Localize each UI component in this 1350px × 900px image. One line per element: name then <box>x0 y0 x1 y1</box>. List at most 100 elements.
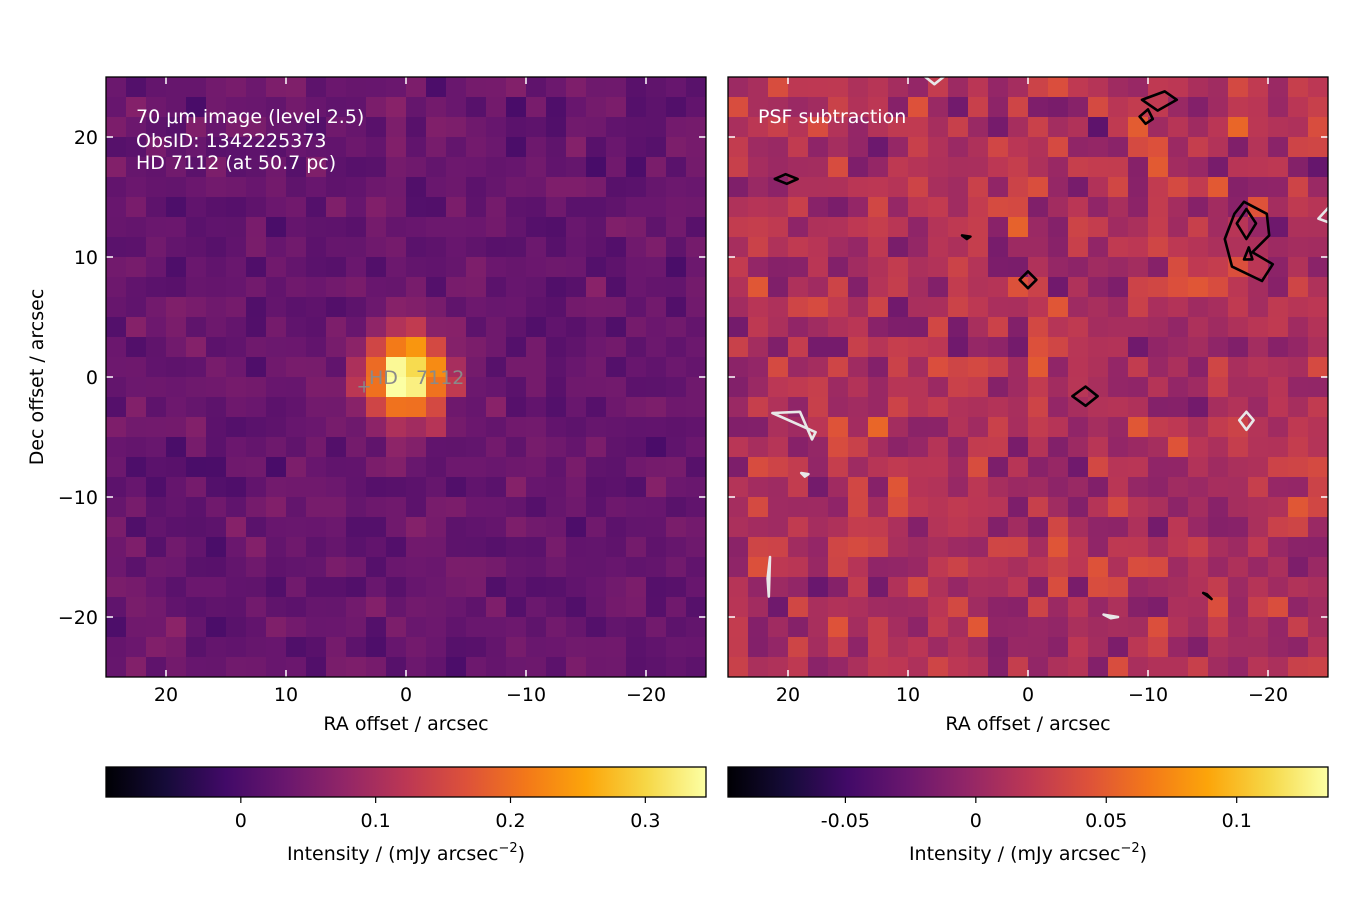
right-heatmap-cell <box>1088 617 1109 638</box>
left-heatmap-cell <box>206 417 227 438</box>
right-heatmap-cell <box>1048 497 1069 518</box>
right-panel: 20 10 0 −10 −20 PSF subtraction RA offset / … <box>727 76 1329 735</box>
right-heatmap-cell <box>1088 597 1109 618</box>
left-heatmap-cell <box>506 457 527 478</box>
right-heatmap-cell <box>1068 617 1089 638</box>
right-heatmap-cell <box>1068 117 1089 138</box>
right-heatmap-cell <box>988 397 1009 418</box>
left-heatmap-cell <box>686 457 706 478</box>
left-heatmap-cell <box>386 397 407 418</box>
left-heatmap-cell <box>206 197 227 218</box>
left-heatmap-cell <box>586 317 607 338</box>
left-heatmap-cell <box>426 177 447 198</box>
left-heatmap-cell <box>606 637 627 658</box>
right-heatmap-cell <box>788 277 809 298</box>
left-heatmap-cell <box>686 117 706 138</box>
right-heatmap-cell <box>1068 177 1089 198</box>
right-heatmap-cell <box>1108 477 1129 498</box>
left-heatmap-cell <box>386 557 407 578</box>
right-heatmap-cell <box>1128 237 1149 258</box>
right-heatmap-cell <box>1208 617 1229 638</box>
right-heatmap-cell <box>1068 197 1089 218</box>
right-heatmap-cell <box>1148 397 1169 418</box>
left-heatmap-cell <box>146 137 167 158</box>
left-heatmap-cell <box>586 357 607 378</box>
left-heatmap-cell <box>626 477 647 498</box>
colorbar-tick-label: 0.2 <box>495 810 525 832</box>
left-heatmap-cell <box>586 297 607 318</box>
left-heatmap-cell <box>386 197 407 218</box>
right-heatmap-cell <box>1288 617 1309 638</box>
left-heatmap-cell <box>206 357 227 378</box>
right-heatmap-cell <box>868 117 889 138</box>
left-heatmap-cell <box>366 117 387 138</box>
contour-line <box>1223 200 1275 283</box>
left-heatmap-cell <box>306 497 327 518</box>
left-heatmap-cell <box>546 477 567 498</box>
left-heatmap-cell <box>486 577 507 598</box>
left-heatmap-cell <box>186 657 207 677</box>
right-heatmap-cell <box>808 637 829 658</box>
right-heatmap-cell <box>1108 177 1129 198</box>
left-heatmap-cell <box>526 137 547 158</box>
right-heatmap-cell <box>848 577 869 598</box>
right-heatmap-cell <box>948 577 969 598</box>
left-heatmap-cell <box>666 337 687 358</box>
right-heatmap-cell <box>1308 237 1328 258</box>
right-heatmap-cell <box>1148 117 1169 138</box>
right-heatmap-cell <box>1008 377 1029 398</box>
left-heatmap-cell <box>466 197 487 218</box>
right-heatmap-cell <box>808 357 829 378</box>
left-heatmap-cell <box>266 637 287 658</box>
left-heatmap-cell <box>166 397 187 418</box>
x-tick-label: −10 <box>1128 684 1168 706</box>
right-heatmap-cell <box>1308 317 1328 338</box>
right-heatmap-cell <box>928 277 949 298</box>
left-heatmap-cell <box>546 237 567 258</box>
right-heatmap-cell <box>1088 417 1109 438</box>
right-heatmap-cell <box>768 657 789 677</box>
left-heatmap-cell <box>246 117 267 138</box>
right-heatmap-cell <box>888 617 909 638</box>
left-heatmap-cell <box>186 477 207 498</box>
right-heatmap-cell <box>1288 77 1309 98</box>
left-heatmap-cell <box>406 77 427 98</box>
left-heatmap-cell <box>326 117 347 138</box>
left-heatmap-cell <box>646 477 667 498</box>
right-heatmap-cell <box>1128 397 1149 418</box>
right-heatmap-cell <box>788 217 809 238</box>
right-heatmap-cell <box>828 337 849 358</box>
right-heatmap-cell <box>1188 277 1209 298</box>
left-heatmap-cell <box>306 557 327 578</box>
left-heatmap-cell <box>506 617 527 638</box>
right-heatmap-cell <box>1108 157 1129 178</box>
left-heatmap-cell <box>246 417 267 438</box>
left-heatmap-cell <box>306 337 327 358</box>
right-heatmap-cell <box>748 237 769 258</box>
right-heatmap-cell <box>968 237 989 258</box>
right-heatmap-cell <box>788 477 809 498</box>
left-heatmap-cell <box>266 357 287 378</box>
right-heatmap-cell <box>908 257 929 278</box>
right-heatmap-cell <box>1028 137 1049 158</box>
right-heatmap-cell <box>1108 197 1129 218</box>
left-heatmap-cell <box>186 117 207 138</box>
left-heatmap-cell <box>666 477 687 498</box>
left-heatmap-cell <box>366 277 387 298</box>
right-heatmap-cell <box>968 477 989 498</box>
left-heatmap-cell <box>426 337 447 358</box>
right-heatmap-cell <box>1268 557 1289 578</box>
left-heatmap-cell <box>546 97 567 118</box>
right-heatmap-cell <box>728 157 749 178</box>
left-heatmap-cell <box>606 277 627 298</box>
right-heatmap-cell <box>1248 637 1269 658</box>
right-heatmap-cell <box>808 297 829 318</box>
left-heatmap-cell <box>146 657 167 677</box>
right-heatmap-cell <box>748 477 769 498</box>
right-heatmap-cell <box>1008 137 1029 158</box>
right-heatmap-cell <box>1268 637 1289 658</box>
left-heatmap-cell <box>566 157 587 178</box>
left-heatmap-cell <box>366 237 387 258</box>
left-colorbar-gradient <box>105 766 707 798</box>
left-heatmap-cell <box>386 117 407 138</box>
